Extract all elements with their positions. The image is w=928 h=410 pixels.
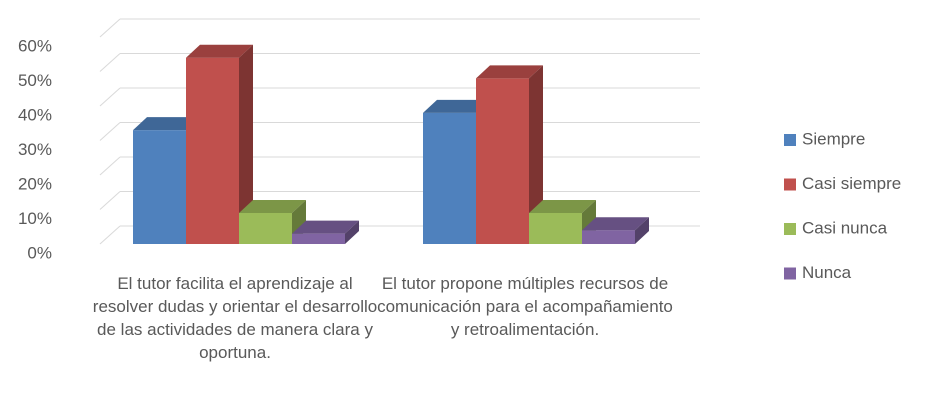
legend-label: Siempre — [802, 129, 865, 148]
legend-label: Nunca — [802, 263, 852, 282]
grid-line-side — [99, 18, 121, 38]
x-tick-label: El tutor propone múltiples recursos de c… — [377, 274, 673, 339]
y-tick-label: 50% — [18, 71, 52, 90]
grid-line-side — [99, 122, 121, 141]
bar-front — [186, 57, 239, 245]
bar-front — [133, 130, 186, 244]
bar-top — [476, 65, 543, 79]
bar-front — [582, 230, 635, 244]
y-tick-label: 30% — [18, 140, 52, 159]
bar-front — [423, 112, 476, 245]
legend-swatch — [784, 134, 796, 146]
legend-swatch — [784, 267, 796, 280]
y-tick-label: 10% — [18, 209, 52, 228]
bar — [186, 44, 253, 245]
bar-side — [239, 44, 253, 245]
grid-line-side — [99, 225, 121, 245]
grid-line-side — [99, 191, 121, 210]
legend-swatch — [784, 223, 796, 235]
bar — [582, 217, 649, 244]
bar-top — [239, 199, 306, 213]
bar-front — [476, 78, 529, 245]
legend-label: Casi nunca — [802, 218, 888, 237]
bar-top — [582, 217, 649, 231]
bar — [476, 65, 543, 245]
bar-side — [635, 217, 649, 244]
x-tick-label: El tutor facilita el aprendizaje al reso… — [92, 274, 378, 362]
y-tick-label: 0% — [27, 243, 52, 262]
bar — [292, 220, 359, 244]
bar-top — [529, 199, 596, 213]
y-tick-label: 20% — [18, 174, 52, 193]
legend-swatch — [784, 178, 796, 191]
bar-front — [292, 233, 345, 244]
bar-top — [133, 117, 200, 131]
grid-line-side — [99, 53, 121, 72]
legend-label: Casi siempre — [802, 174, 901, 193]
grid-line-side — [99, 87, 121, 107]
grid-line-side — [99, 156, 121, 176]
bar-side — [345, 220, 359, 244]
bar-top — [292, 220, 359, 234]
bar-front — [529, 212, 582, 244]
bar-top — [423, 99, 490, 113]
bar-top — [186, 44, 253, 58]
y-tick-label: 40% — [18, 105, 52, 124]
bar-side — [529, 65, 543, 245]
bar-front — [239, 212, 292, 244]
y-tick-label: 60% — [18, 36, 52, 55]
